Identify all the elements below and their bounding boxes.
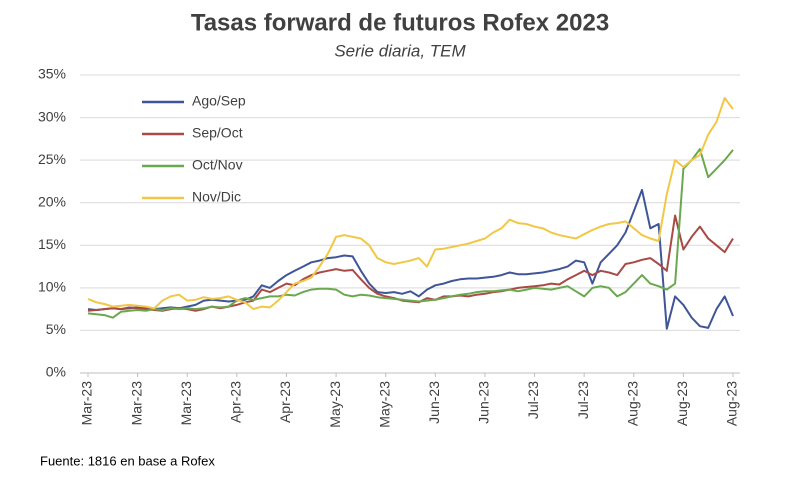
y-tick-label: 15% [38,236,66,252]
series-line [87,148,734,319]
y-tick-label: 35% [38,66,66,82]
x-tick-label: Aug-23 [674,381,690,426]
x-tick-label: Mar-23 [79,381,95,426]
series-line [87,188,734,330]
legend-label: Sep/Oct [192,125,243,141]
y-tick-label: 5% [46,321,66,337]
x-tick-label: May-23 [327,381,343,428]
y-tick-label: 30% [38,108,66,124]
legend-label: Ago/Sep [192,93,246,109]
legend-label: Nov/Dic [192,189,241,205]
y-tick-label: 25% [38,151,66,167]
x-tick-label: Jul-23 [575,381,591,419]
x-tick-label: Aug-23 [624,381,640,426]
x-tick-label: Mar-23 [128,381,144,426]
x-tick-label: Apr-23 [277,381,293,423]
source-note: Fuente: 1816 en base a Rofex [40,453,215,468]
x-tick-label: Jul-23 [525,381,541,419]
y-tick-label: 0% [46,364,66,380]
chart-subtitle: Serie diaria, TEM [334,41,466,60]
x-tick-label: Aug-23 [724,381,740,426]
legend-label: Oct/Nov [192,157,243,173]
y-tick-label: 10% [38,279,66,295]
x-tick-label: Mar-23 [178,381,194,426]
x-tick-label: Apr-23 [228,381,244,423]
chart-title: Tasas forward de futuros Rofex 2023 [191,9,609,36]
x-tick-label: Jun-23 [426,381,442,424]
x-tick-label: Jun-23 [476,381,492,424]
y-tick-label: 20% [38,193,66,209]
x-tick-label: May-23 [376,381,392,428]
series-line [87,97,734,311]
